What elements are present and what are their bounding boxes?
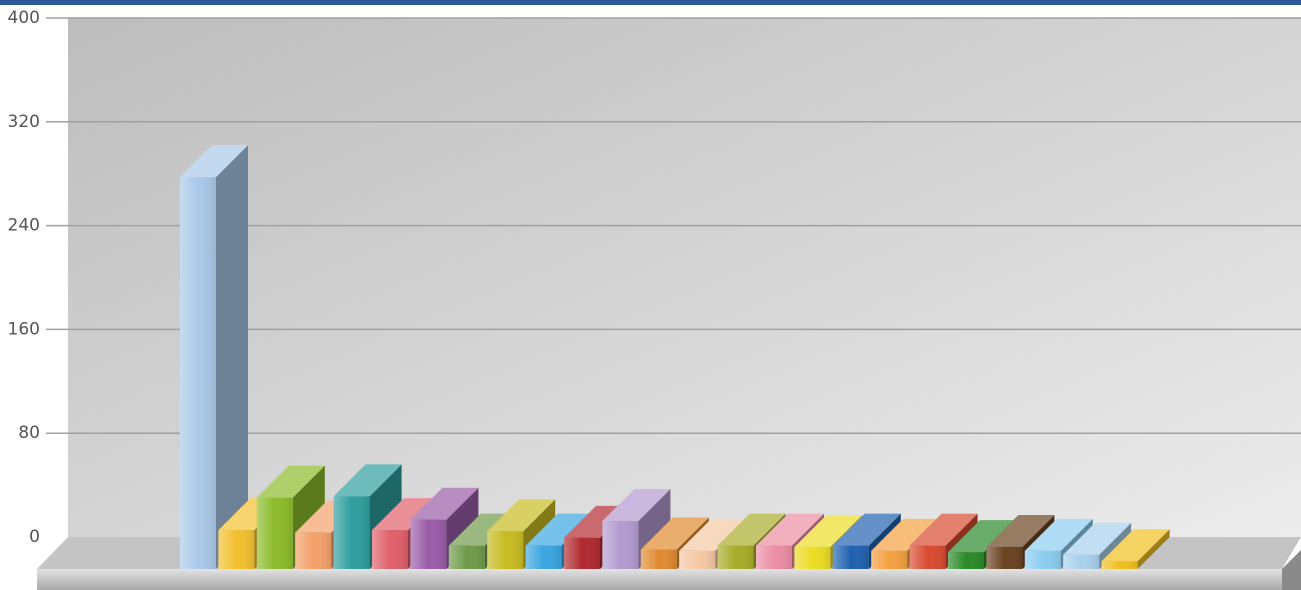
bar-shine [602, 520, 639, 569]
bar-shine [717, 545, 754, 569]
bar-top [640, 517, 709, 550]
back-wall [68, 18, 1301, 537]
y-tick-label: 320 [8, 112, 40, 132]
bar-shine [487, 531, 524, 569]
bar-top [871, 518, 940, 551]
bar-top [525, 513, 594, 546]
y-tick-label: 80 [18, 423, 40, 443]
bar-top [1063, 522, 1132, 555]
bar-top [679, 518, 748, 551]
bar-top [909, 513, 978, 546]
top-border [0, 0, 1301, 5]
bar-shine [640, 549, 677, 569]
bar-top [717, 513, 786, 546]
y-tick-label: 400 [8, 8, 40, 28]
bar-shine [1063, 554, 1100, 569]
bar-shine [948, 552, 984, 569]
y-tick-label: 240 [8, 216, 40, 236]
bar-shine [525, 545, 562, 569]
bar-shine [448, 545, 485, 569]
floor-side [1282, 550, 1301, 590]
bar-shine [832, 545, 869, 569]
bar-shine [986, 546, 1023, 569]
bar-top [986, 514, 1055, 547]
bar-shine [372, 530, 408, 569]
bar-shine [871, 550, 908, 569]
bar-shine [564, 537, 600, 569]
bar-shine [756, 545, 792, 569]
bar-top [756, 513, 824, 546]
bar-shine [333, 496, 370, 569]
bar-side [216, 145, 248, 569]
bar-shine [679, 550, 716, 569]
bar-shine [909, 545, 946, 569]
bar-top [794, 514, 863, 547]
bar-shine [1024, 550, 1061, 569]
bar-top [487, 499, 556, 532]
y-tick-label: 160 [8, 319, 40, 339]
bar-top [1024, 518, 1093, 551]
y-tick-label: 0 [29, 527, 40, 547]
bar-top [333, 464, 402, 497]
floor-front [37, 569, 1282, 590]
bar-shine [180, 177, 216, 569]
bar-top [602, 488, 671, 521]
bar-shine [410, 519, 447, 569]
bar-shine [256, 497, 293, 569]
bar-top [832, 513, 901, 546]
bar-top [256, 465, 325, 498]
bar-side [1137, 529, 1170, 569]
bar-shine [794, 546, 831, 569]
bar-shine [1101, 561, 1138, 569]
bar-shine [218, 530, 255, 569]
bar-top [1101, 529, 1170, 562]
bar-top [410, 487, 479, 520]
bar-top [372, 498, 440, 531]
bar-top [948, 520, 1016, 553]
bar-top [180, 145, 248, 178]
bar-shine [295, 532, 332, 569]
